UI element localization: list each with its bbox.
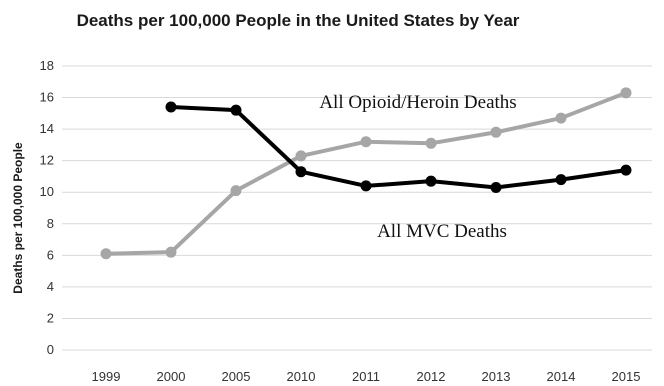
data-point bbox=[490, 181, 502, 193]
x-tick-label: 1999 bbox=[92, 369, 121, 384]
x-tick-label: 2010 bbox=[287, 369, 316, 384]
series-0 bbox=[100, 87, 632, 260]
data-point bbox=[360, 180, 372, 192]
data-point bbox=[620, 87, 632, 99]
series-layer bbox=[100, 87, 632, 260]
data-point bbox=[425, 175, 437, 187]
y-tick-label: 8 bbox=[47, 216, 54, 231]
y-tick-label: 6 bbox=[47, 247, 54, 262]
y-tick-label: 2 bbox=[47, 310, 54, 325]
y-tick-label: 14 bbox=[40, 121, 54, 136]
data-point bbox=[230, 185, 242, 197]
series-line bbox=[169, 105, 628, 190]
data-point bbox=[360, 136, 372, 148]
data-point bbox=[165, 101, 177, 113]
data-point bbox=[295, 166, 307, 178]
x-tick-label: 2005 bbox=[222, 369, 251, 384]
y-tick-label: 0 bbox=[47, 342, 54, 357]
y-axis-ticks: 0 2 4 6 8 10 12 14 16 18 bbox=[40, 58, 54, 357]
data-point bbox=[230, 104, 242, 116]
data-point bbox=[165, 246, 177, 258]
x-tick-label: 2014 bbox=[547, 369, 576, 384]
data-point bbox=[555, 112, 567, 124]
y-axis-label: Deaths per 100,000 People bbox=[11, 142, 25, 294]
series-label-opioid: All Opioid/Heroin Deaths bbox=[319, 92, 516, 113]
data-point bbox=[100, 248, 112, 260]
data-point bbox=[620, 164, 632, 176]
y-tick-label: 10 bbox=[40, 184, 54, 199]
x-tick-label: 2012 bbox=[417, 369, 446, 384]
data-point bbox=[295, 150, 307, 162]
series-line bbox=[104, 90, 628, 256]
gridlines bbox=[62, 65, 652, 351]
x-tick-label: 2011 bbox=[352, 369, 380, 384]
series-1 bbox=[165, 101, 632, 193]
y-tick-label: 12 bbox=[40, 153, 54, 168]
data-point bbox=[425, 137, 437, 149]
x-axis-ticks: 1999 2000 2005 2010 2011 2012 2013 2014 2015 bbox=[92, 369, 641, 384]
x-tick-label: 2015 bbox=[612, 369, 641, 384]
chart-title: Deaths per 100,000 People in the United … bbox=[77, 11, 520, 30]
data-point bbox=[555, 174, 567, 186]
data-point bbox=[490, 126, 502, 138]
x-tick-label: 2013 bbox=[482, 369, 511, 384]
y-tick-label: 16 bbox=[40, 90, 54, 105]
y-tick-label: 18 bbox=[40, 58, 54, 73]
x-tick-label: 2000 bbox=[157, 369, 186, 384]
series-label-mvc: All MVC Deaths bbox=[377, 221, 507, 242]
y-tick-label: 4 bbox=[47, 279, 54, 294]
